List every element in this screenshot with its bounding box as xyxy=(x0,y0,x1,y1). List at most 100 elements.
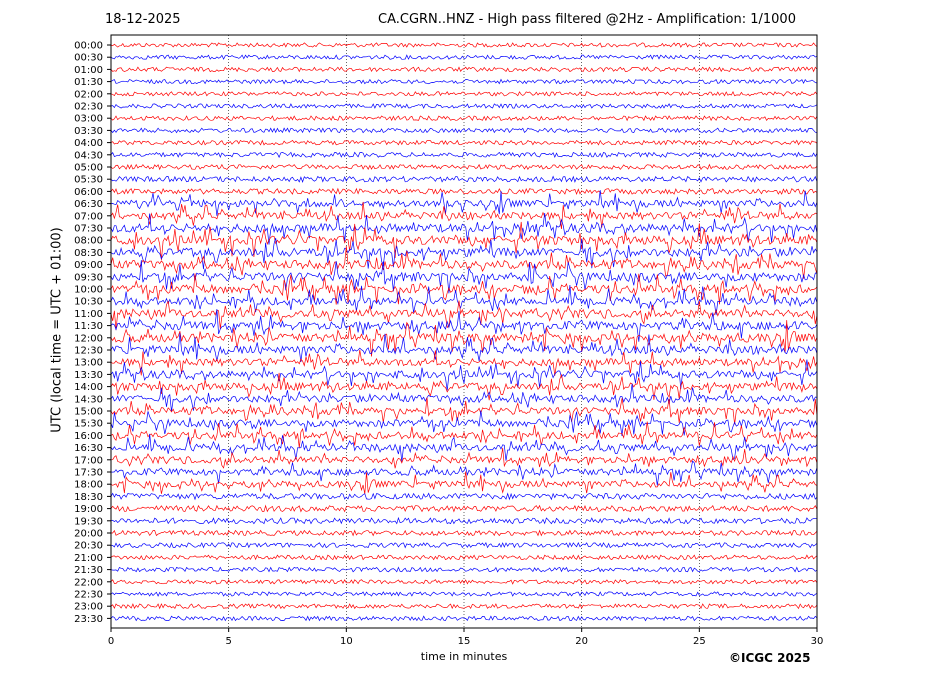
y-tick-label: 23:00 xyxy=(74,602,103,613)
y-tick-label: 11:30 xyxy=(74,321,103,332)
trace-line xyxy=(110,260,818,294)
trace-line xyxy=(110,410,818,436)
y-tick-label: 19:30 xyxy=(74,516,103,527)
trace-line xyxy=(110,460,818,486)
y-tick-label: 22:30 xyxy=(74,590,103,601)
trace-line xyxy=(110,221,818,261)
y-tick-label: 02:30 xyxy=(74,102,103,113)
y-tick-label: 06:30 xyxy=(74,199,103,210)
y-tick-label: 03:00 xyxy=(74,114,103,125)
x-axis-ticks: 0 5 10 15 20 25 30 xyxy=(108,628,824,647)
y-tick-label: 08:00 xyxy=(74,236,103,247)
y-tick-label: 15:00 xyxy=(74,407,103,418)
trace-line xyxy=(110,54,818,60)
trace-line xyxy=(110,471,818,495)
y-tick-label: 18:00 xyxy=(74,480,103,491)
y-tick-label: 21:30 xyxy=(74,565,103,576)
y-tick-label: 00:00 xyxy=(74,41,103,52)
trace-line xyxy=(110,127,818,134)
trace-line xyxy=(110,163,818,171)
trace-line xyxy=(110,433,818,462)
trace-line xyxy=(110,139,818,146)
trace-line xyxy=(111,529,818,537)
trace-line xyxy=(110,333,818,362)
y-tick-label: 14:00 xyxy=(74,382,103,393)
trace-line xyxy=(110,115,818,122)
y-tick-label: 02:00 xyxy=(74,89,103,100)
trace-line xyxy=(110,516,818,525)
y-tick-label: 08:30 xyxy=(74,248,103,259)
trace-line xyxy=(110,175,818,183)
y-tick-label: 16:30 xyxy=(74,443,103,454)
trace-line xyxy=(110,151,818,159)
trace-line xyxy=(110,300,818,331)
trace-line xyxy=(110,66,818,73)
y-tick-label: 11:00 xyxy=(74,309,103,320)
trace-line xyxy=(110,603,818,610)
x-tick-label: 5 xyxy=(225,636,231,647)
trace-line xyxy=(110,492,818,501)
trace-line xyxy=(110,591,818,597)
y-tick-label: 19:00 xyxy=(74,504,103,515)
trace-group xyxy=(110,42,818,622)
trace-line xyxy=(110,237,818,270)
trace-line xyxy=(110,504,818,513)
x-tick-label: 0 xyxy=(108,636,114,647)
trace-line xyxy=(110,372,818,401)
x-axis-label: time in minutes xyxy=(420,650,508,663)
y-tick-label: 12:30 xyxy=(74,346,103,357)
y-axis-label: UTC (local time = UTC + 01:00) xyxy=(49,227,65,433)
trace-line xyxy=(110,349,818,376)
y-tick-label: 04:30 xyxy=(74,150,103,161)
trace-line xyxy=(110,566,818,573)
x-tick-label: 30 xyxy=(811,636,824,647)
trace-line xyxy=(110,190,818,216)
y-tick-label: 13:30 xyxy=(74,370,103,381)
trace-line xyxy=(110,541,818,549)
grid-lines xyxy=(228,35,700,628)
trace-line xyxy=(110,201,818,230)
trace-line xyxy=(110,42,818,48)
trace-line xyxy=(110,320,818,357)
y-tick-label: 14:30 xyxy=(74,394,103,405)
y-tick-label: 03:30 xyxy=(74,126,103,137)
y-tick-label: 20:30 xyxy=(74,541,103,552)
trace-line xyxy=(110,309,818,342)
y-tick-label: 09:00 xyxy=(74,260,103,271)
x-tick-label: 10 xyxy=(340,636,353,647)
trace-line xyxy=(110,78,818,85)
trace-line xyxy=(110,245,818,279)
trace-line xyxy=(110,421,818,448)
y-tick-label: 12:00 xyxy=(74,333,103,344)
trace-line xyxy=(110,273,818,305)
chart-title: CA.CGRN..HNZ - High pass filtered @2Hz -… xyxy=(378,12,796,27)
trace-line xyxy=(110,284,818,316)
y-tick-label: 07:00 xyxy=(74,211,103,222)
x-tick-label: 15 xyxy=(458,636,471,647)
trace-line xyxy=(110,615,818,622)
y-tick-label: 16:00 xyxy=(74,431,103,442)
x-tick-label: 20 xyxy=(575,636,588,647)
y-tick-label: 09:30 xyxy=(74,272,103,283)
y-tick-label: 21:00 xyxy=(74,553,103,564)
y-tick-label: 01:30 xyxy=(74,77,103,88)
y-tick-label: 17:30 xyxy=(74,468,103,479)
y-tick-label: 04:00 xyxy=(74,138,103,149)
y-tick-label: 15:30 xyxy=(74,419,103,430)
copyright-label: ©ICGC 2025 xyxy=(729,651,811,665)
trace-line xyxy=(110,383,818,412)
y-tick-label: 17:00 xyxy=(74,455,103,466)
y-tick-label: 20:00 xyxy=(74,529,103,540)
y-tick-label: 18:30 xyxy=(74,492,103,503)
y-tick-label: 01:00 xyxy=(74,65,103,76)
y-tick-label: 05:30 xyxy=(74,175,103,186)
trace-line xyxy=(110,213,818,245)
trace-line xyxy=(110,579,818,585)
trace-line xyxy=(110,359,818,391)
date-label: 18-12-2025 xyxy=(105,12,181,27)
y-tick-label: 10:00 xyxy=(74,285,103,296)
trace-line xyxy=(110,397,818,425)
trace-line xyxy=(110,103,818,109)
